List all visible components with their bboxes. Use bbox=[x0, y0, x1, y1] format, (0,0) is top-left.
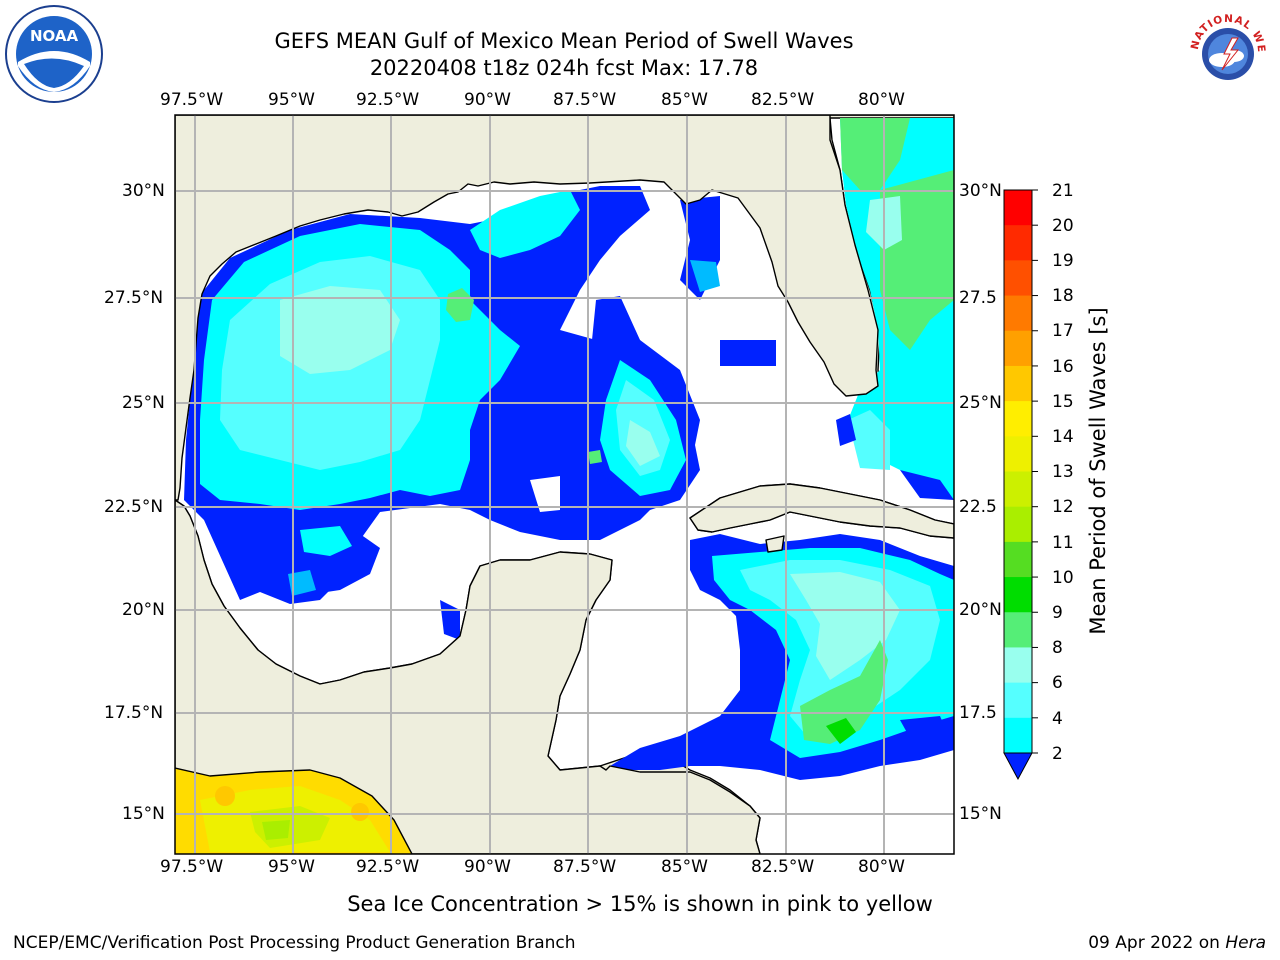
noaa-logo-graphic: NOAA bbox=[5, 5, 103, 103]
lon-label-top-0: 97.5°W bbox=[160, 90, 224, 110]
colorbar-tick-2: 19 bbox=[1052, 251, 1074, 271]
footer-host: Hera bbox=[1225, 933, 1266, 953]
colorbar-tick-16: 2 bbox=[1052, 744, 1063, 764]
colorbar-tick-4: 17 bbox=[1052, 321, 1074, 341]
lat-label-right-2: 25°N bbox=[959, 393, 1002, 413]
footer-date: 09 Apr 2022 on Hera bbox=[1088, 932, 1266, 954]
footer-credit: NCEP/EMC/Verification Post Processing Pr… bbox=[13, 933, 576, 953]
colorbar bbox=[1003, 189, 1038, 781]
footer-date-text: 09 Apr 2022 on bbox=[1088, 933, 1226, 953]
colorbar-tick-15: 4 bbox=[1052, 709, 1063, 729]
colorbar-segment bbox=[1004, 541, 1032, 578]
colorbar-tick-8: 13 bbox=[1052, 462, 1074, 482]
nws-logo: NATIONAL WEATHER SERVICE bbox=[1180, 4, 1276, 100]
lat-label-left-0: 30°N bbox=[122, 181, 165, 201]
colorbar-tick-3: 18 bbox=[1052, 286, 1074, 306]
colorbar-tick-7: 14 bbox=[1052, 427, 1074, 447]
lat-label-left-5: 17.5°N bbox=[104, 703, 164, 723]
lat-label-right-0: 30°N bbox=[959, 181, 1002, 201]
atlantic-swell-field bbox=[836, 118, 954, 500]
colorbar-tick-1: 20 bbox=[1052, 216, 1074, 236]
colorbar-segment bbox=[1004, 682, 1032, 719]
lon-label-bottom-1: 95°W bbox=[268, 857, 315, 877]
nws-logo-graphic: NATIONAL WEATHER SERVICE bbox=[1180, 4, 1274, 98]
lat-label-right-6: 15°N bbox=[959, 804, 1002, 824]
lon-label-top-7: 80°W bbox=[858, 90, 905, 110]
lat-label-left-2: 25°N bbox=[122, 393, 165, 413]
colorbar-segment bbox=[1004, 295, 1032, 332]
lon-label-top-2: 92.5°W bbox=[356, 90, 420, 110]
colorbar-segment bbox=[1004, 225, 1032, 261]
colorbar-tick-13: 8 bbox=[1052, 638, 1063, 658]
colorbar-segment bbox=[1004, 506, 1032, 543]
colorbar-segment bbox=[1004, 647, 1032, 684]
colorbar-tick-12: 9 bbox=[1052, 603, 1063, 623]
colorbar-tick-0: 21 bbox=[1052, 181, 1074, 201]
lon-label-bottom-5: 85°W bbox=[661, 857, 708, 877]
caribbean-swell-field bbox=[610, 534, 954, 780]
colorbar-segment bbox=[1004, 612, 1032, 648]
lon-label-top-5: 85°W bbox=[661, 90, 708, 110]
lat-label-left-1: 27.5°N bbox=[104, 288, 164, 308]
colorbar-tick-10: 11 bbox=[1052, 533, 1074, 553]
noaa-logo-text: NOAA bbox=[30, 27, 79, 45]
lon-label-bottom-3: 90°W bbox=[464, 857, 511, 877]
colorbar-segment bbox=[1004, 365, 1032, 402]
colorbar-extend-arrow bbox=[1003, 752, 1033, 781]
lon-label-bottom-4: 87.5°W bbox=[553, 857, 617, 877]
graticule bbox=[175, 115, 954, 854]
map-frame bbox=[174, 114, 955, 855]
lon-label-top-4: 87.5°W bbox=[553, 90, 617, 110]
map-area[interactable] bbox=[175, 115, 954, 854]
colorbar-segment bbox=[1004, 471, 1032, 508]
gulf-swell-field bbox=[184, 186, 776, 640]
colorbar-segment bbox=[1004, 190, 1032, 226]
lon-label-top-6: 82.5°W bbox=[751, 90, 815, 110]
colorbar-tick-5: 16 bbox=[1052, 357, 1074, 377]
lat-label-left-3: 22.5°N bbox=[104, 497, 164, 517]
sea-ice-caption: Sea Ice Concentration > 15% is shown in … bbox=[347, 892, 933, 916]
lon-label-bottom-7: 80°W bbox=[858, 857, 905, 877]
plot-title: GEFS MEAN Gulf of Mexico Mean Period of … bbox=[274, 29, 854, 53]
lat-label-right-1: 27.5 bbox=[959, 288, 997, 308]
lat-label-right-5: 17.5 bbox=[959, 703, 997, 723]
colorbar-label: Mean Period of Swell Waves [s] bbox=[1086, 307, 1110, 635]
lon-label-bottom-2: 92.5°W bbox=[356, 857, 420, 877]
colorbar-tick-14: 6 bbox=[1052, 673, 1063, 693]
lat-label-right-3: 22.5 bbox=[959, 497, 997, 517]
colorbar-segment bbox=[1004, 260, 1032, 297]
lon-label-top-3: 90°W bbox=[464, 90, 511, 110]
colorbar-segment bbox=[1004, 717, 1032, 754]
lon-label-bottom-0: 97.5°W bbox=[160, 857, 224, 877]
colorbar-segment bbox=[1004, 577, 1032, 613]
colorbar-tick-9: 12 bbox=[1052, 497, 1074, 517]
lat-label-left-6: 15°N bbox=[122, 804, 165, 824]
colorbar-tick-11: 10 bbox=[1052, 568, 1074, 588]
colorbar-segment bbox=[1004, 401, 1032, 437]
lon-label-bottom-6: 82.5°W bbox=[751, 857, 815, 877]
colorbar-segment bbox=[1004, 330, 1032, 367]
lat-label-left-4: 20°N bbox=[122, 600, 165, 620]
colorbar-segment bbox=[1004, 436, 1032, 472]
noaa-logo: NOAA bbox=[4, 4, 104, 104]
lon-label-top-1: 95°W bbox=[268, 90, 315, 110]
plot-subtitle: 20220408 t18z 024h fcst Max: 17.78 bbox=[369, 56, 759, 80]
lat-label-right-4: 20°N bbox=[959, 600, 1002, 620]
colorbar-tick-6: 15 bbox=[1052, 392, 1074, 412]
